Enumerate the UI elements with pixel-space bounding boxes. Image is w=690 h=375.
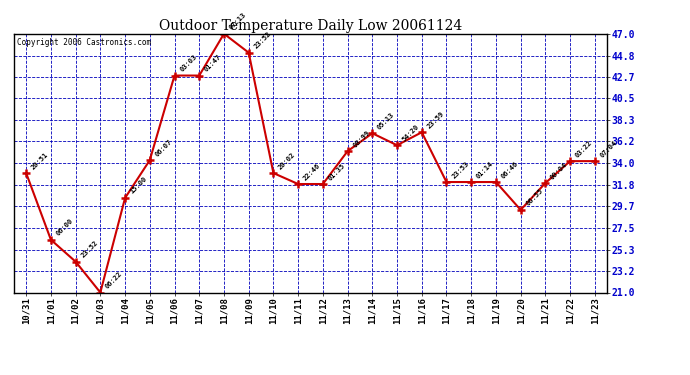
Text: 01:35: 01:35 [327, 162, 346, 181]
Text: 03:22: 03:22 [574, 139, 593, 158]
Text: 54:20: 54:20 [401, 123, 420, 142]
Text: 07:13: 07:13 [228, 12, 248, 31]
Text: 06:55: 06:55 [525, 188, 544, 207]
Text: 07:04: 07:04 [599, 139, 618, 158]
Text: 23:52: 23:52 [253, 31, 272, 50]
Title: Outdoor Temperature Daily Low 20061124: Outdoor Temperature Daily Low 20061124 [159, 19, 462, 33]
Text: 06:07: 06:07 [154, 138, 173, 158]
Text: 23:59: 23:59 [426, 110, 445, 129]
Text: 01:47: 01:47 [204, 54, 223, 73]
Text: Copyright 2006 Castronics.com: Copyright 2006 Castronics.com [17, 38, 151, 46]
Text: 08:99: 08:99 [352, 129, 371, 149]
Text: 03:03: 03:03 [179, 54, 198, 73]
Text: 23:53: 23:53 [451, 160, 470, 179]
Text: 06:22: 06:22 [104, 270, 124, 290]
Text: 00:04: 00:04 [549, 161, 569, 180]
Text: 20:51: 20:51 [30, 151, 50, 170]
Text: 05:13: 05:13 [377, 111, 396, 130]
Text: 06:46: 06:46 [500, 160, 520, 179]
Text: 22:46: 22:46 [302, 162, 322, 181]
Text: 23:52: 23:52 [80, 240, 99, 259]
Text: 15:00: 15:00 [129, 176, 148, 195]
Text: 01:14: 01:14 [475, 160, 495, 179]
Text: 06:00: 06:00 [55, 218, 75, 237]
Text: 20:02: 20:02 [277, 151, 297, 170]
